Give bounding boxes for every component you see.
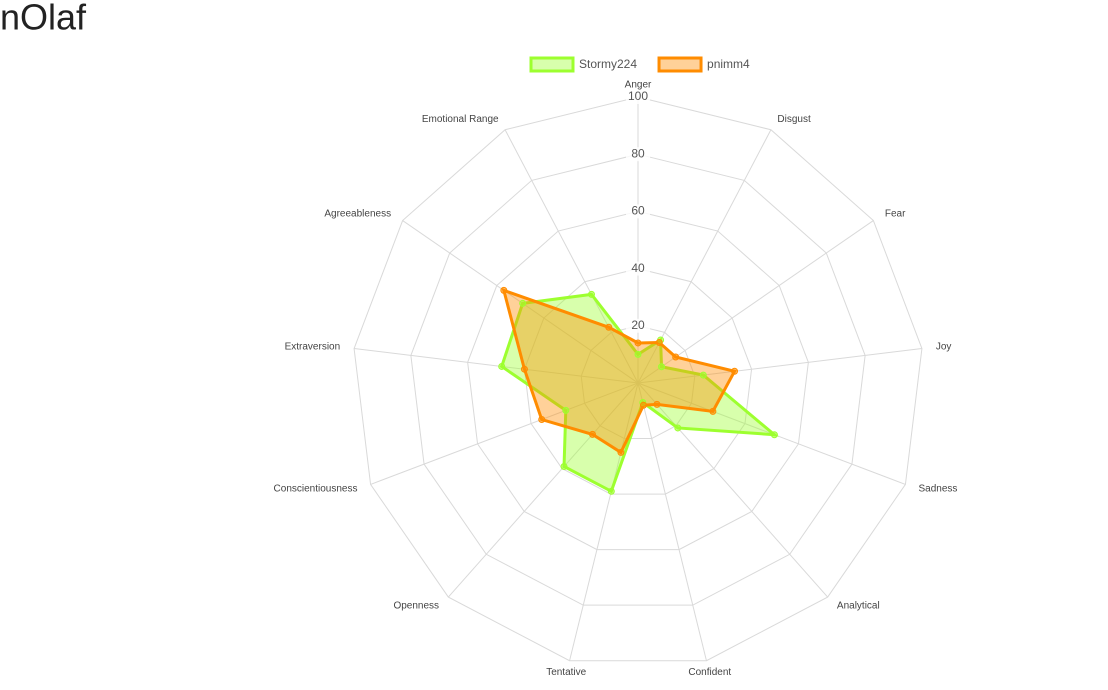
data-point [731, 367, 739, 375]
tick-label-bg [626, 318, 650, 333]
data-point [672, 353, 680, 361]
data-point [770, 431, 778, 439]
series-area [501, 288, 737, 455]
spoke [637, 382, 829, 598]
tick-label: 20 [631, 318, 645, 332]
axis-label: Conscientiousness [274, 483, 358, 494]
data-point [658, 363, 666, 371]
tick-label-bg [626, 90, 650, 104]
axis-label: Extraversion [285, 342, 341, 353]
spoke [504, 129, 639, 384]
chart-title: nOlaf [0, 0, 87, 38]
grid-ring [353, 96, 923, 662]
axis-label: Confident [688, 667, 731, 678]
tick-label: 60 [631, 204, 645, 218]
grid-ring [523, 268, 753, 495]
tick-label-bg [626, 261, 650, 276]
spoke [637, 382, 707, 661]
grid-ring [580, 325, 696, 440]
grid-ring [410, 153, 866, 606]
spoke [370, 382, 639, 485]
data-point [500, 286, 508, 294]
spoke [637, 348, 922, 384]
data-point [709, 407, 717, 415]
spoke [354, 348, 639, 384]
legend-label: pnimm4 [707, 57, 750, 71]
grid-ring [467, 210, 809, 551]
axis-label: Analytical [837, 601, 880, 612]
data-point [587, 290, 595, 298]
axis-label: Agreeableness [324, 208, 391, 219]
tick-label: 100 [628, 89, 648, 103]
axis-label: Sadness [919, 483, 958, 494]
axis-label: Emotional Range [422, 114, 499, 125]
axis-label: Joy [936, 342, 952, 353]
axis-label: Fear [885, 208, 906, 219]
legend-swatch [529, 56, 575, 73]
tick-label: 80 [631, 146, 645, 160]
data-point [560, 462, 568, 470]
data-point [655, 338, 663, 346]
legend-label: Stormy224 [579, 57, 637, 71]
data-point [588, 430, 596, 438]
data-point [674, 424, 682, 432]
data-point [520, 365, 528, 373]
tick-label-bg [626, 147, 650, 162]
labels: Anger Disgust Fear Joy Sadness Analytical Conf… [274, 56, 958, 678]
data-point [538, 416, 546, 424]
axis-label: Anger [625, 80, 652, 91]
data-point [562, 406, 570, 414]
spoke [447, 382, 639, 598]
data-point [634, 339, 642, 347]
data-point [634, 350, 642, 358]
axis-label: Tentative [546, 667, 586, 678]
spoke [569, 382, 639, 661]
tick-label: 40 [631, 261, 645, 275]
data-point [498, 362, 506, 370]
tick-label-bg [626, 204, 650, 219]
data-point [605, 323, 613, 331]
axis-label: Openness [393, 601, 439, 612]
data-point [639, 401, 647, 409]
legend-swatch [657, 56, 703, 73]
axis-label: Disgust [777, 114, 811, 125]
marks [498, 286, 779, 495]
data-point [653, 400, 661, 408]
data-point [607, 487, 615, 495]
data-point [617, 448, 625, 456]
data-point [519, 299, 527, 307]
series-area [499, 292, 779, 494]
data-point [699, 371, 707, 379]
grid [353, 96, 923, 662]
